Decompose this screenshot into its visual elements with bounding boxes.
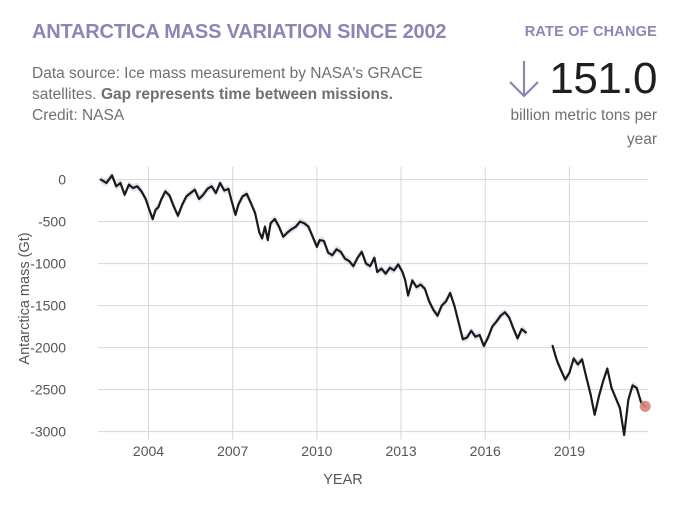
y-tick-label: 0 — [58, 172, 66, 188]
x-tick-label: 2013 — [385, 443, 416, 459]
source-gap-note: Gap represents time between missions. — [100, 86, 393, 103]
rate-label: RATE OF CHANGE — [524, 24, 657, 40]
y-tick-label: -2500 — [30, 382, 66, 398]
series-lines — [99, 174, 651, 437]
y-tick-label: -500 — [38, 214, 66, 230]
y-axis-title: Antarctica mass (Gt) — [17, 232, 33, 364]
data-source-note: Data source: Ice mass measurement by NAS… — [32, 63, 472, 126]
x-tick-label: 2004 — [133, 443, 164, 459]
rate-value: 151.0 — [549, 54, 657, 103]
x-tick-label: 2019 — [554, 443, 585, 459]
y-tick-label: -1500 — [30, 298, 66, 314]
x-axis-title: YEAR — [323, 472, 363, 488]
credit-text: Credit: NASA — [32, 107, 125, 124]
y-tick-label: -1000 — [30, 256, 66, 272]
rate-unit: billion metric tons per year — [510, 107, 657, 148]
uncertainty-band-1 — [100, 171, 526, 350]
tick-labels: 0 -500 -1000 -1500 -2000 -2500 -3000 2004 2007 20… — [30, 172, 585, 459]
y-tick-label: -2000 — [30, 340, 66, 356]
x-tick-label: 2010 — [301, 443, 332, 459]
series-line-2 — [551, 344, 647, 437]
rate-row: 151.0 — [507, 54, 657, 104]
series-line-1 — [99, 174, 528, 348]
x-tick-label: 2016 — [470, 443, 501, 459]
x-tick-label: 2007 — [217, 443, 248, 459]
down-arrow-icon — [509, 61, 540, 98]
chart-title: ANTARCTICA MASS VARIATION SINCE 2002 — [32, 21, 447, 43]
source-text: Data source: Ice mass measurement by NAS… — [32, 65, 423, 103]
grid — [98, 167, 648, 440]
y-tick-label: -3000 — [30, 424, 66, 440]
latest-point-marker — [639, 400, 651, 412]
